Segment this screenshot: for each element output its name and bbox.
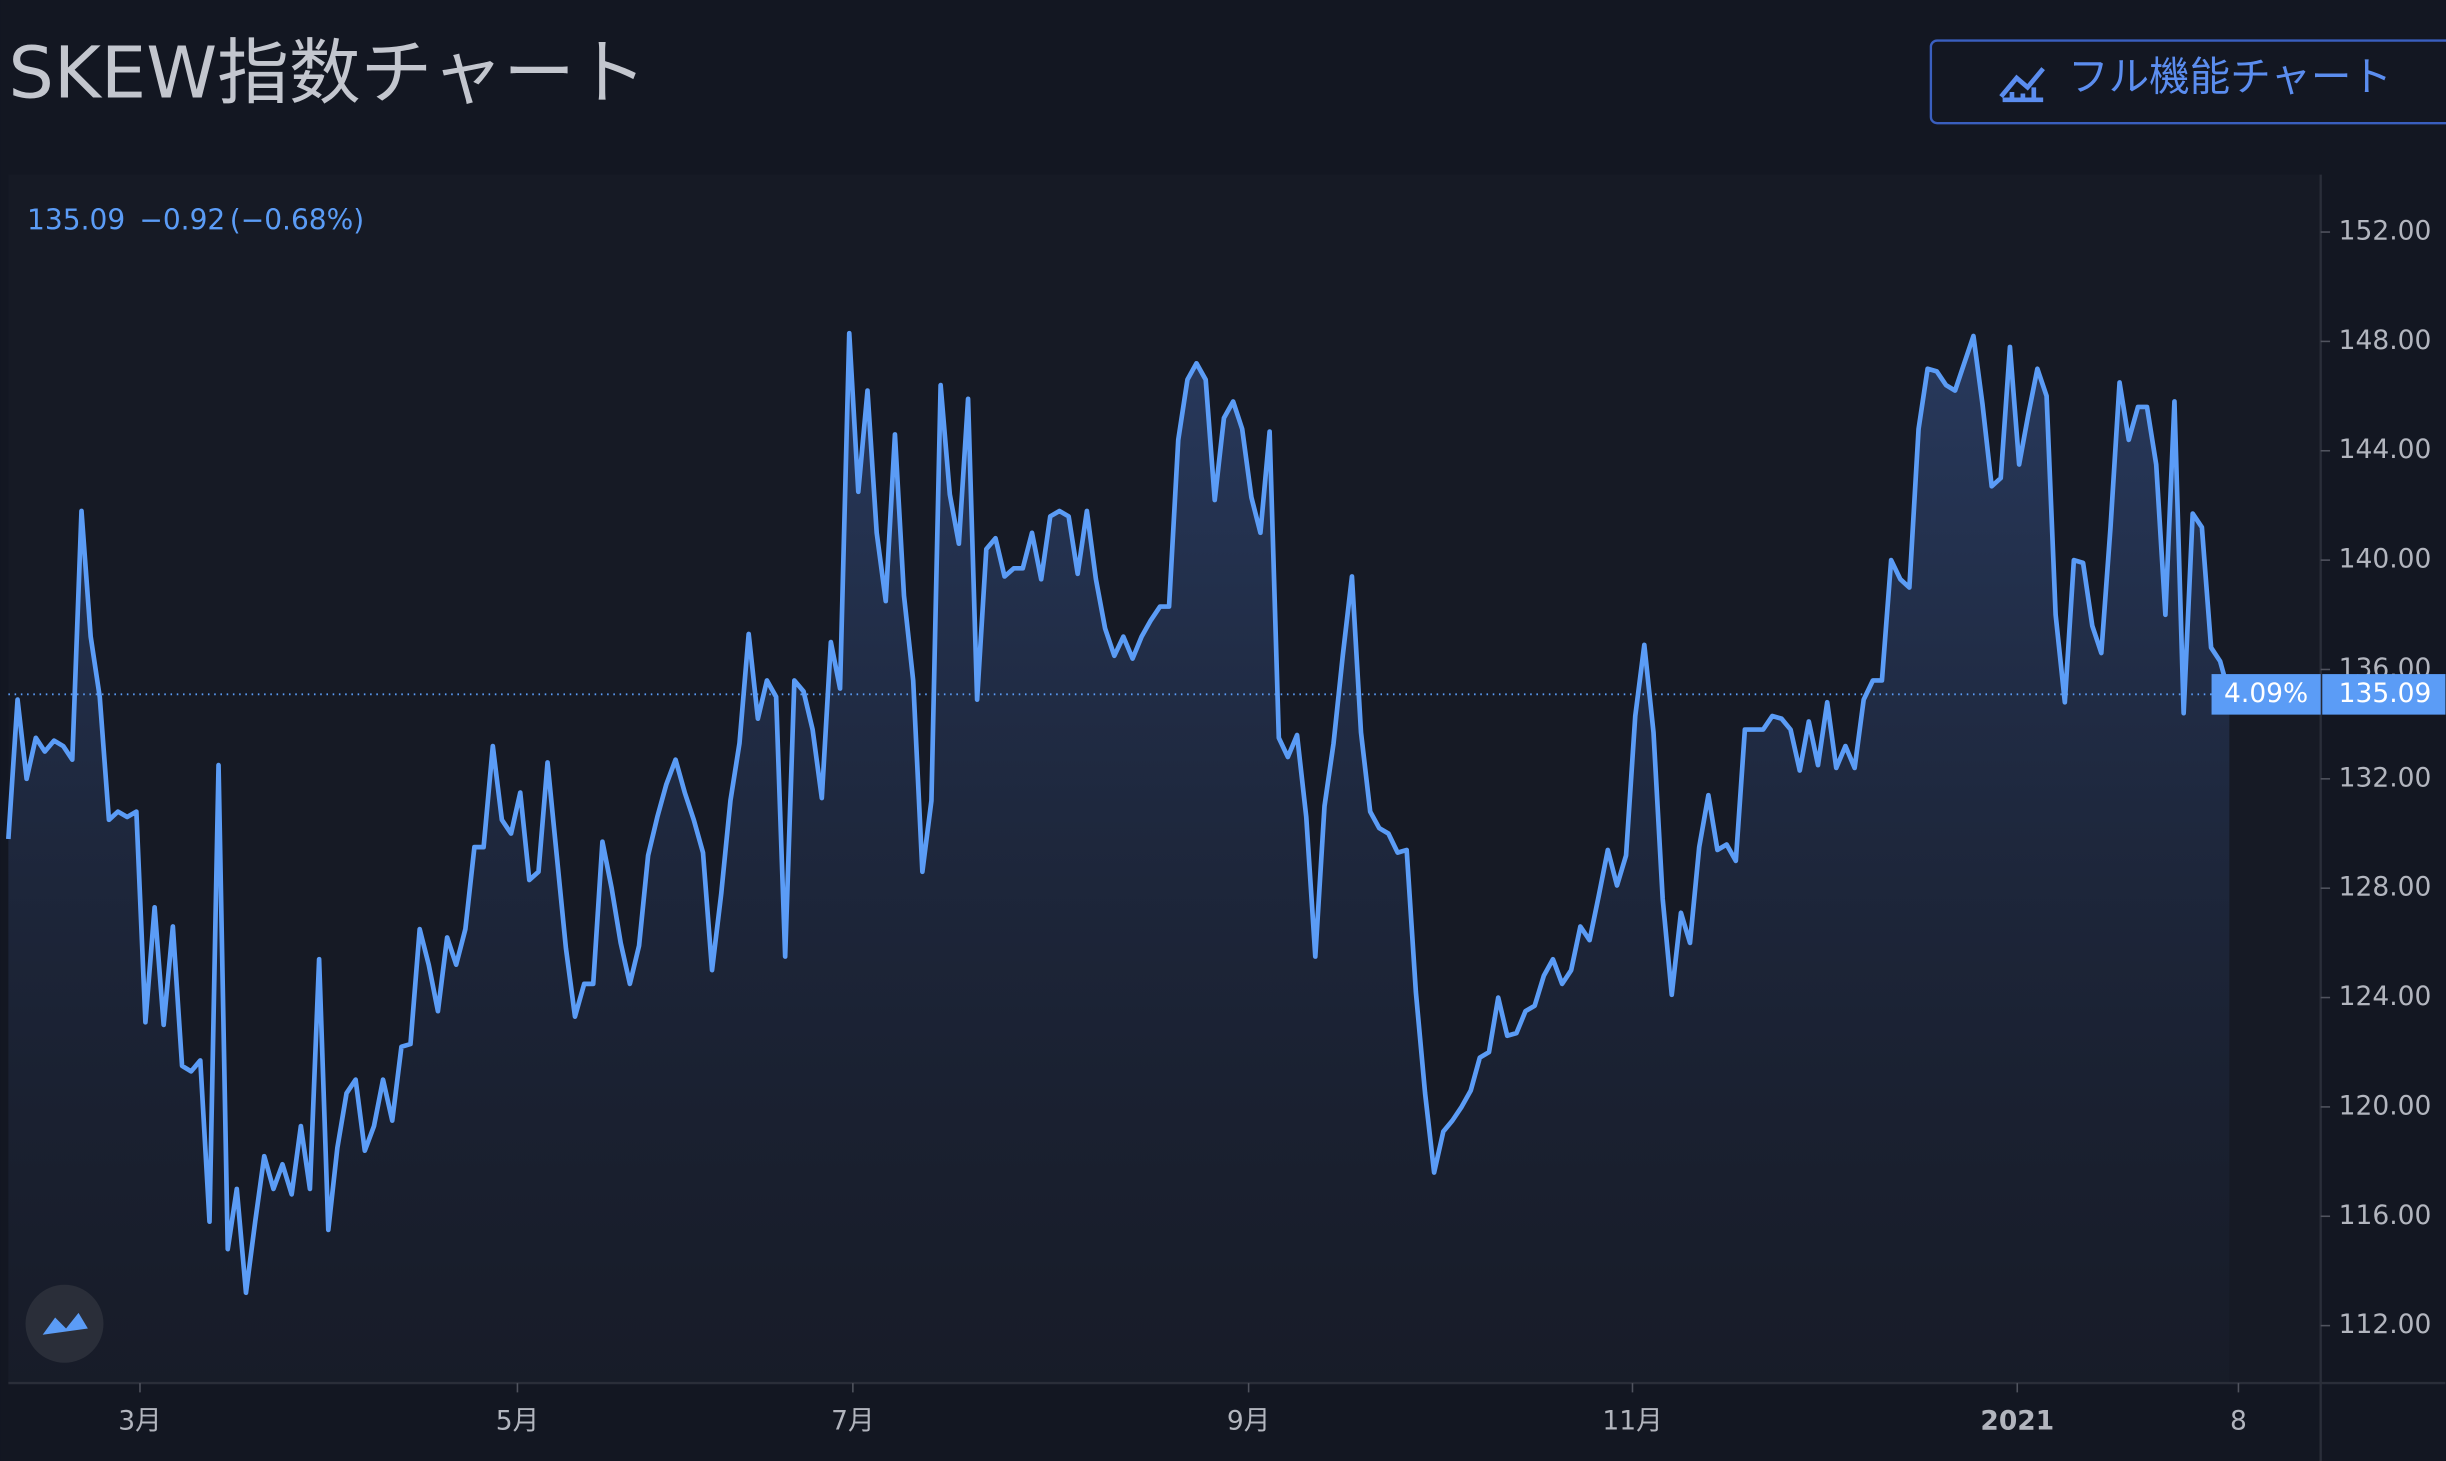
price-line bbox=[6, 330, 2232, 1296]
y-tick-label: 152.00 bbox=[2339, 216, 2432, 247]
x-tick-label: 3月 bbox=[118, 1406, 161, 1437]
price-badge-label: 135.09 bbox=[2339, 678, 2432, 709]
x-tick-label: 9月 bbox=[1227, 1406, 1270, 1437]
y-tick-label: 116.00 bbox=[2339, 1200, 2432, 1231]
button-icon-bars[interactable] bbox=[2002, 87, 2044, 103]
x-tick-label: 2021 bbox=[1980, 1406, 2054, 1437]
y-tick-label: 124.00 bbox=[2339, 981, 2432, 1012]
pct-badge bbox=[2211, 674, 2321, 715]
y-tick-label: 132.00 bbox=[2339, 762, 2432, 793]
page-title: SKEW指数チャート bbox=[8, 30, 646, 114]
y-tick-label: 128.00 bbox=[2339, 872, 2432, 903]
pct-badge-label: 4.09% bbox=[2224, 678, 2308, 709]
logo-mark[interactable] bbox=[42, 1312, 88, 1335]
full-chart-button[interactable]: フル機能チャート bbox=[1929, 39, 2446, 125]
y-tick-label: 112.00 bbox=[2339, 1309, 2432, 1340]
button-icon[interactable] bbox=[1999, 67, 2045, 99]
legend-last: 135.09 bbox=[27, 203, 125, 236]
y-tick-label: 144.00 bbox=[2339, 434, 2432, 465]
area bbox=[8, 333, 2230, 1384]
logo-circle[interactable] bbox=[25, 1284, 104, 1363]
y-tick-label: 148.00 bbox=[2339, 325, 2432, 356]
button-frame[interactable] bbox=[1929, 39, 2446, 125]
price-badge bbox=[2322, 674, 2446, 715]
legend-change: −0.92 bbox=[139, 203, 225, 236]
plot bbox=[6, 330, 2232, 1384]
legend-change-pct: (−0.68%) bbox=[230, 203, 364, 236]
x-tick-label: 11月 bbox=[1602, 1406, 1662, 1437]
logo[interactable] bbox=[25, 1284, 104, 1363]
x-tick-label: 7月 bbox=[831, 1406, 874, 1437]
y-tick-label: 140.00 bbox=[2339, 544, 2432, 575]
button-label[interactable]: フル機能チャート bbox=[2068, 53, 2392, 101]
y-tick-label: 120.00 bbox=[2339, 1090, 2432, 1121]
x-tick-label: 8 bbox=[2230, 1406, 2247, 1437]
x-tick-label: 5月 bbox=[496, 1406, 539, 1437]
